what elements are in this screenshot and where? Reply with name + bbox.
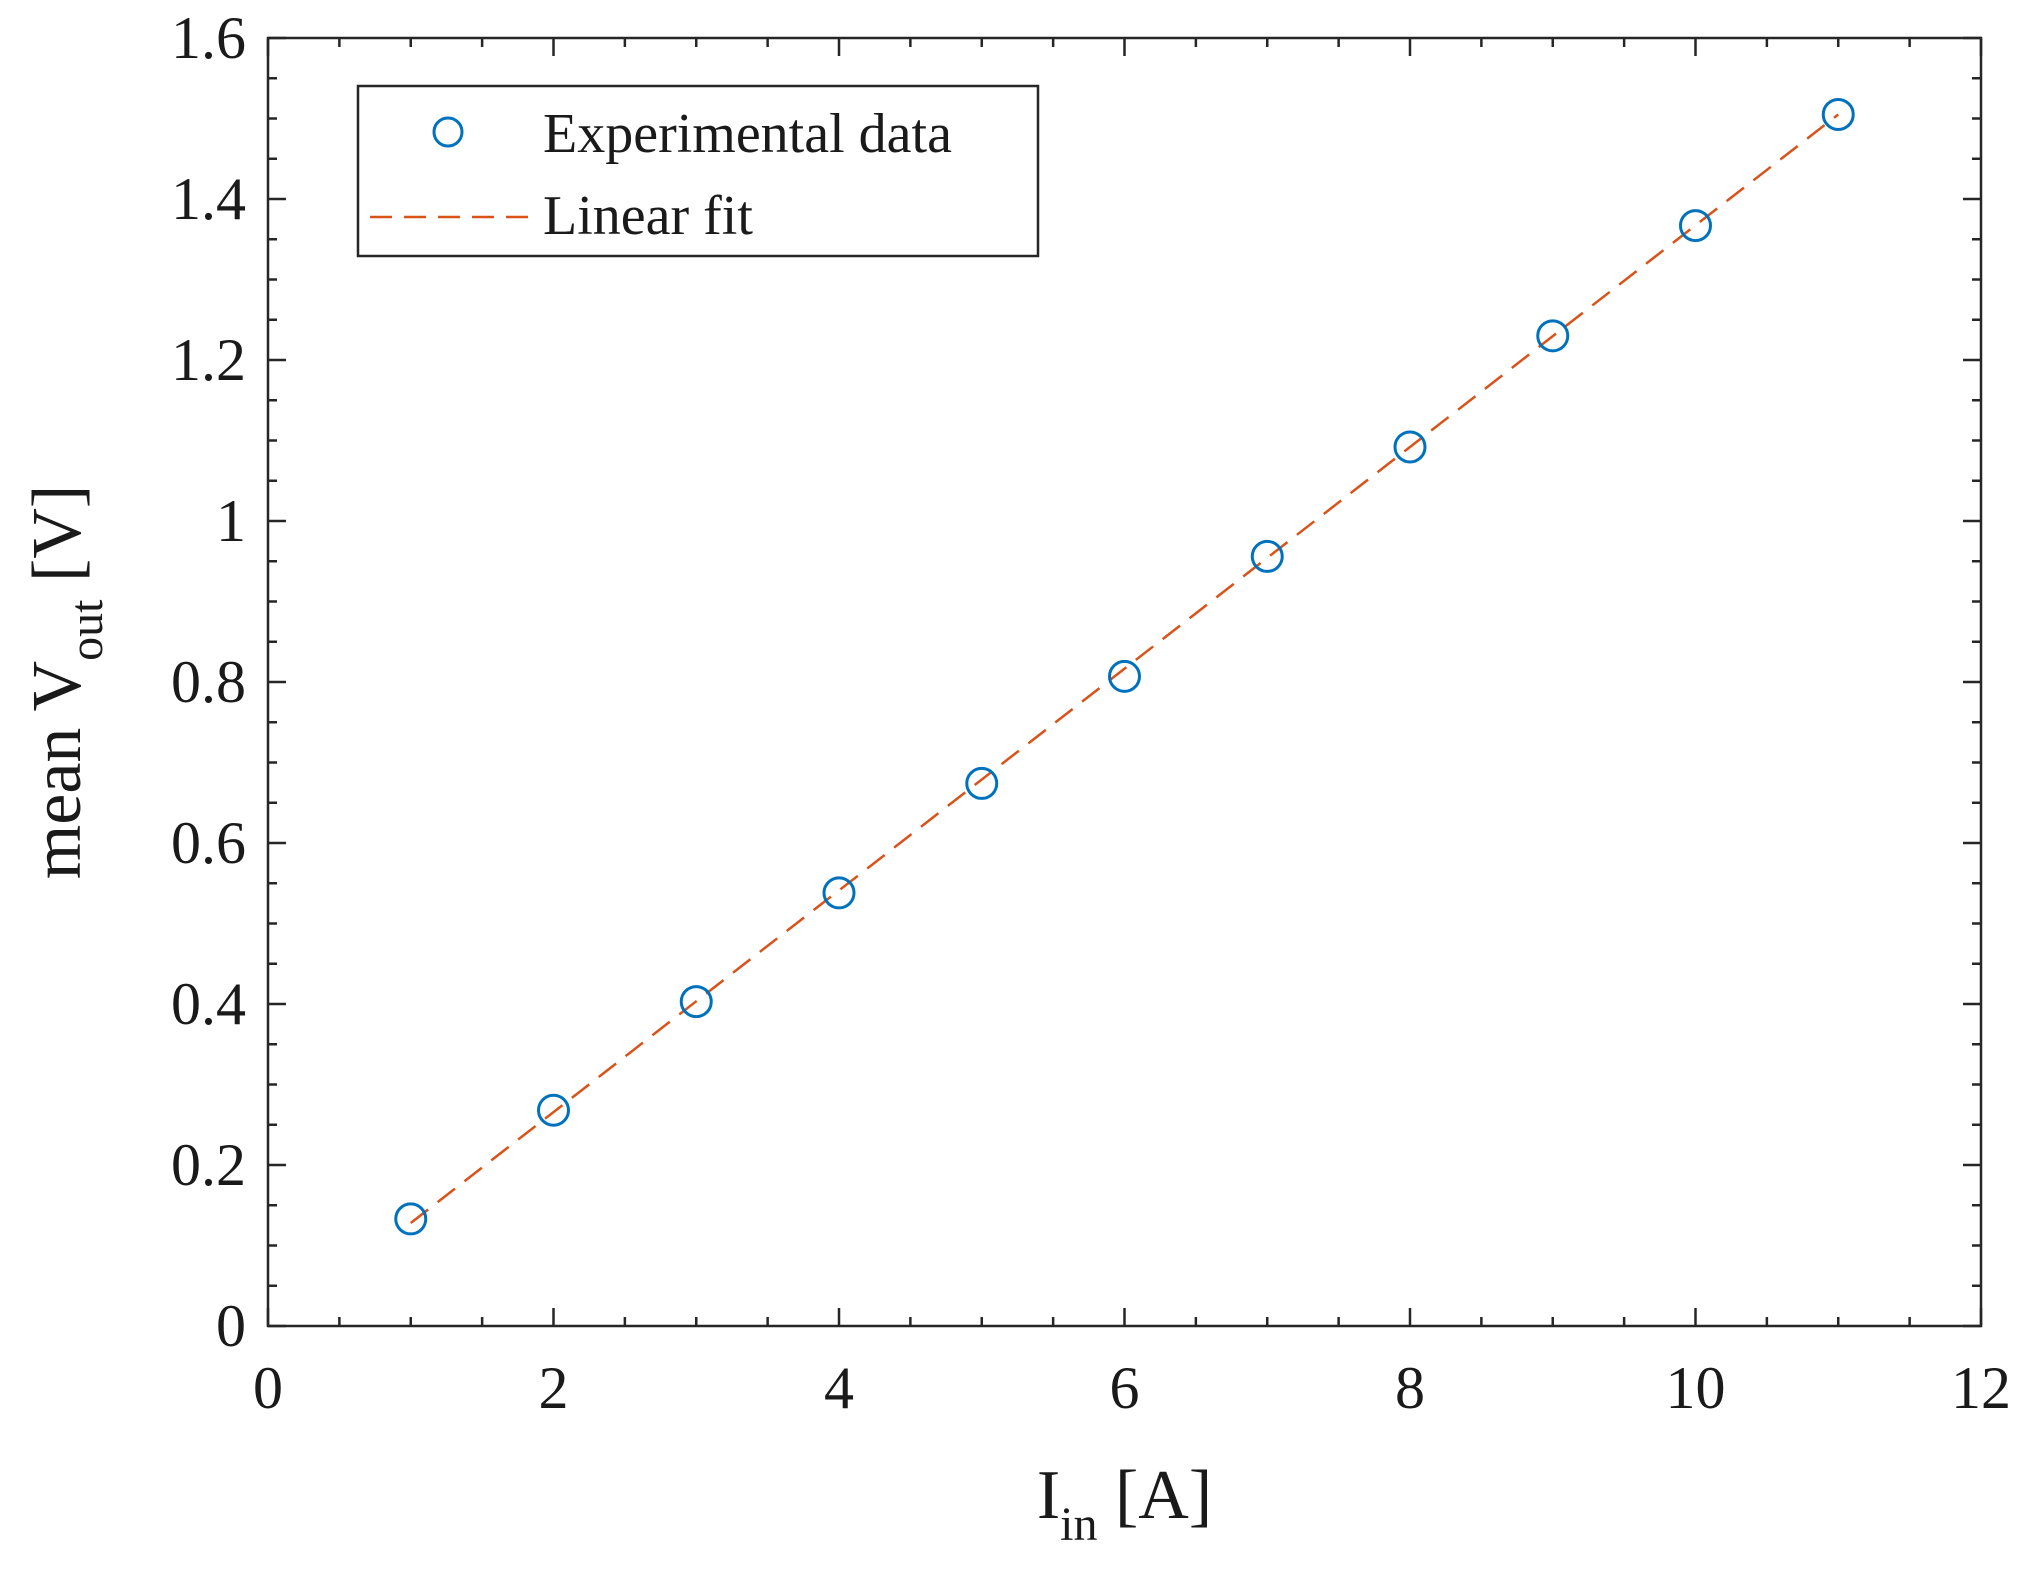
x-tick-label: 2	[539, 1355, 569, 1421]
legend-marker-experimental-data	[432, 116, 464, 148]
x-axis-label-main: I	[1037, 1457, 1060, 1534]
x-tick-label: 10	[1666, 1355, 1726, 1421]
data-point	[1821, 97, 1855, 131]
y-tick-label: 0.8	[171, 649, 246, 715]
data-point	[965, 766, 999, 800]
legend-box	[356, 84, 1040, 258]
x-tick-label: 0	[253, 1355, 283, 1421]
y-tick-label: 1.4	[171, 166, 246, 232]
y-tick-label: 0	[216, 1293, 246, 1359]
data-point	[1108, 659, 1141, 693]
x-tick-label: 6	[1110, 1355, 1140, 1421]
x-tick-labels: 0 2 4 6 8 10 12	[253, 1355, 2011, 1421]
data-point	[394, 1202, 428, 1236]
plot-series	[394, 97, 1855, 1236]
minor-ticks	[268, 38, 1981, 1326]
data-point	[1250, 539, 1284, 573]
x-tick-label: 4	[824, 1355, 854, 1421]
data-point	[679, 985, 713, 1019]
y-axis-label-subscript: out	[60, 599, 113, 661]
y-tick-label: 1.6	[171, 5, 246, 71]
y-tick-label: 0.4	[171, 971, 246, 1037]
x-axis-label-unit: [A]	[1097, 1457, 1212, 1534]
linear-fit-line	[409, 113, 1840, 1224]
data-point	[537, 1093, 570, 1127]
data-point	[1536, 319, 1570, 353]
x-axis-label-subscript: in	[1060, 1498, 1097, 1551]
y-axis-label-main: mean V	[19, 661, 96, 879]
x-tick-label: 8	[1395, 1355, 1425, 1421]
legend-label-linear-fit: Linear fit	[543, 185, 753, 247]
y-tick-label: 1.2	[171, 327, 246, 393]
y-axis-label-unit: [V]	[19, 485, 96, 600]
data-point	[822, 876, 856, 910]
y-tick-labels: 0 0.2 0.4 0.6 0.8 1 1.2 1.4 1.6	[171, 5, 246, 1359]
legend: Experimental data Linear fit	[356, 84, 1040, 258]
y-axis-label: mean Vout [V]	[19, 485, 113, 879]
y-tick-label: 1	[216, 488, 246, 554]
x-tick-label: 12	[1951, 1355, 2011, 1421]
y-tick-label: 0.6	[171, 810, 246, 876]
data-point	[1393, 430, 1427, 464]
y-tick-label: 0.2	[171, 1132, 246, 1198]
data-point	[1679, 209, 1712, 243]
x-axis-label: Iin [A]	[1037, 1457, 1212, 1551]
plot-frame	[266, 36, 1983, 1328]
legend-label-experimental-data: Experimental data	[543, 103, 952, 165]
